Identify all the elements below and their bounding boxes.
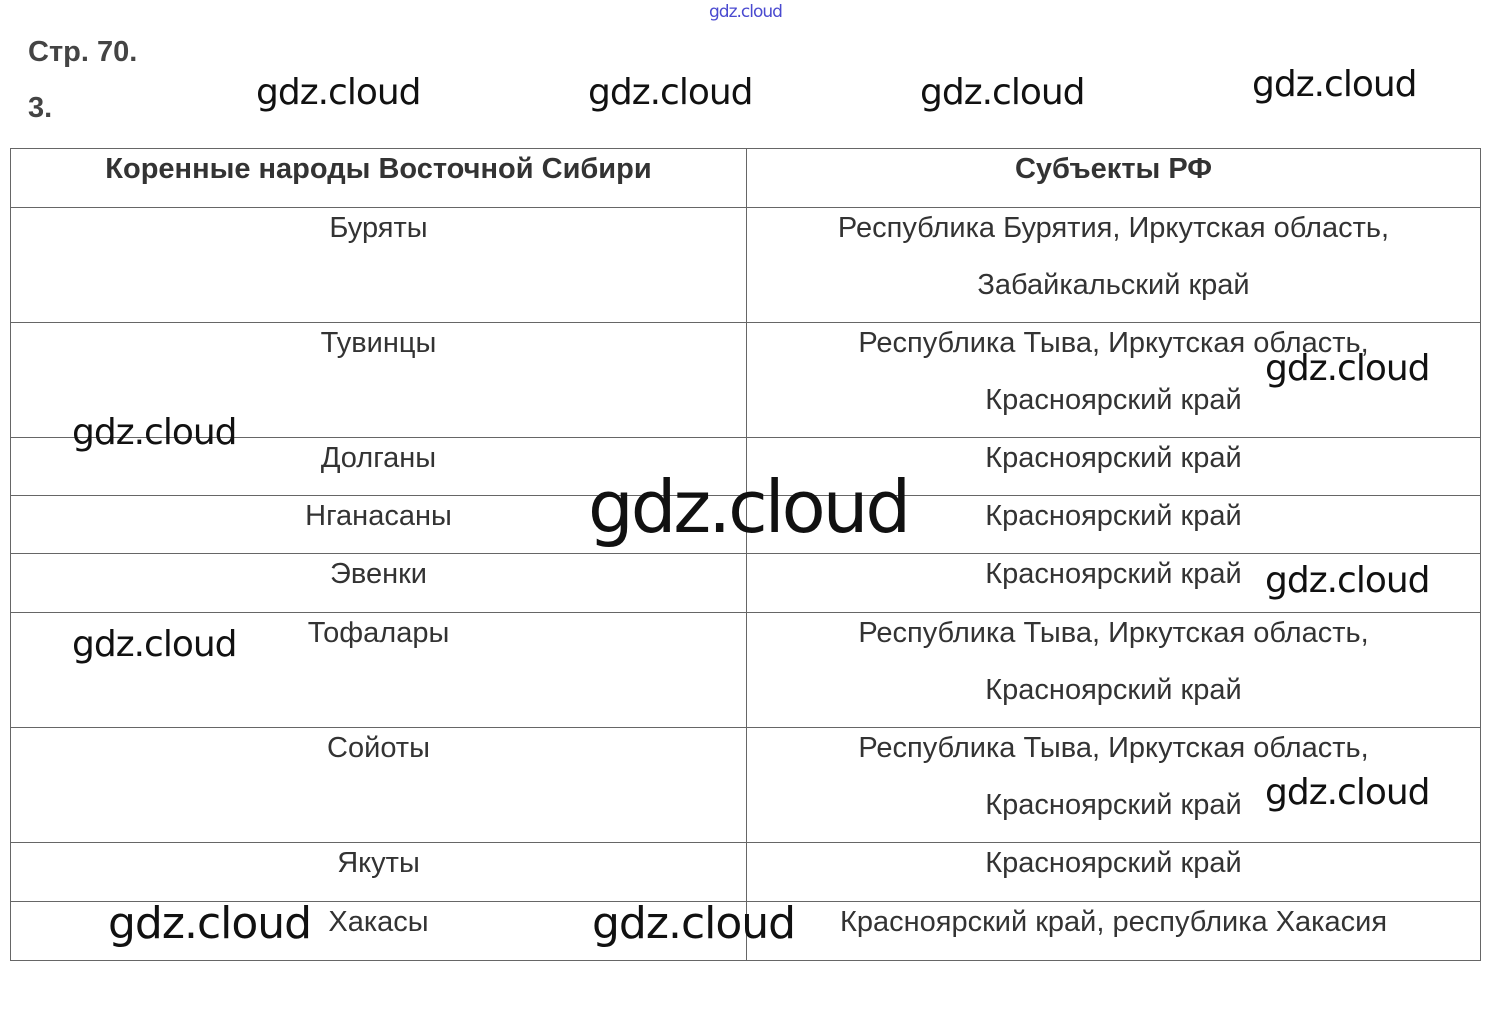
subjects-cell: Красноярский край: [746, 495, 1481, 554]
watermark: gdz.cloud: [592, 898, 796, 949]
gdz-link[interactable]: gdz.cloud: [709, 2, 783, 22]
subjects-cell: Республика Тыва, Иркутская область, Красн…: [746, 727, 1481, 843]
page-label: Стр. 70.: [28, 36, 138, 68]
watermark: gdz.cloud: [72, 624, 238, 665]
subjects-cell: Красноярский край: [746, 842, 1481, 902]
watermark: gdz.cloud: [108, 898, 312, 949]
subjects-cell: Красноярский край: [746, 553, 1481, 613]
people-cell: Нганасаны: [10, 495, 747, 554]
people-cell: Буряты: [10, 207, 747, 323]
watermark: gdz.cloud: [1265, 772, 1431, 813]
watermark: gdz.cloud: [920, 72, 1086, 113]
watermark: gdz.cloud: [1265, 560, 1431, 601]
watermark: gdz.cloud: [588, 72, 754, 113]
watermark: gdz.cloud: [1252, 64, 1418, 105]
watermark: gdz.cloud: [256, 72, 422, 113]
table-row: Хакасы Красноярский край, республика Хака…: [10, 901, 1481, 961]
table-row: Тувинцы Республика Тыва, Иркутская област…: [10, 322, 1481, 438]
column-header-peoples: Коренные народы Восточной Сибири: [10, 148, 747, 208]
subjects-cell: Красноярский край: [746, 437, 1481, 496]
table-row: Сойоты Республика Тыва, Иркутская область…: [10, 727, 1481, 843]
table-row: Долганы Красноярский край: [10, 437, 1481, 496]
people-cell: Эвенки: [10, 553, 747, 613]
task-number: 3.: [28, 92, 53, 124]
people-cell: Якуты: [10, 842, 747, 902]
watermark: gdz.cloud: [588, 465, 911, 549]
people-cell: Сойоты: [10, 727, 747, 843]
table-row: Якуты Красноярский край: [10, 842, 1481, 902]
table-row: Эвенки Красноярский край: [10, 553, 1481, 613]
table-row: Тофалары Республика Тыва, Иркутская облас…: [10, 612, 1481, 728]
watermark: gdz.cloud: [1265, 348, 1431, 389]
watermark: gdz.cloud: [72, 412, 238, 453]
column-header-subjects: Субъекты РФ: [746, 148, 1481, 208]
table-row: Буряты Республика Бурятия, Иркутская обла…: [10, 207, 1481, 323]
table-row: Нганасаны Красноярский край: [10, 495, 1481, 554]
peoples-table: Коренные народы Восточной Сибири Субъект…: [10, 148, 1481, 961]
people-cell: Хакасы: [10, 901, 747, 961]
subjects-cell: Республика Тыва, Иркутская область, Красн…: [746, 612, 1481, 728]
subjects-cell: Красноярский край, республика Хакасия: [746, 901, 1481, 961]
subjects-cell: Республика Тыва, Иркутская область, Красн…: [746, 322, 1481, 438]
subjects-cell: Республика Бурятия, Иркутская область, За…: [746, 207, 1481, 323]
people-cell: Долганы: [10, 437, 747, 496]
people-cell: Тувинцы: [10, 322, 747, 438]
people-cell: Тофалары: [10, 612, 747, 728]
